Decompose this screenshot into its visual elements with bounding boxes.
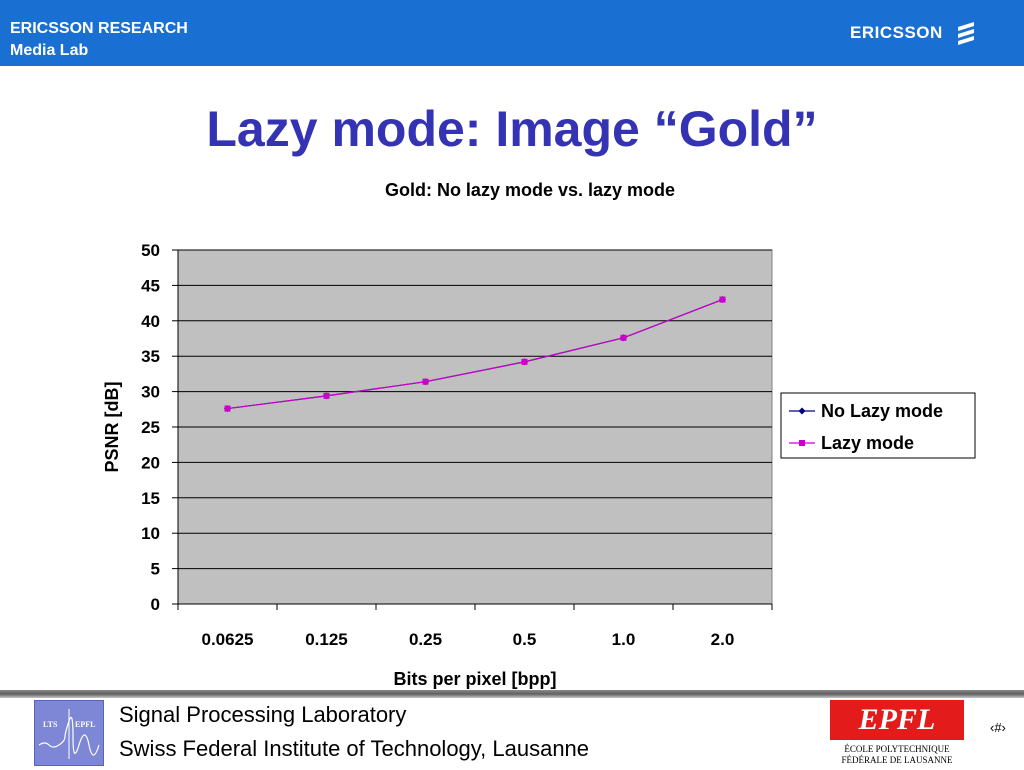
y-tick-label: 45	[141, 276, 160, 295]
footer-institution: Swiss Federal Institute of Technology, L…	[119, 736, 590, 761]
lts-wave-icon: LTS EPFL	[38, 709, 100, 759]
page-number: ‹#›	[990, 720, 1006, 735]
axes	[172, 249, 773, 610]
ericsson-logo-icon	[957, 22, 974, 45]
epfl-logo: EPFL ÉCOLE POLYTECHNIQUE FÉDÉRALE DE LAU…	[830, 700, 964, 766]
header-left: ERICSSON RESEARCH Media Lab	[10, 18, 188, 62]
series-line	[227, 299, 723, 410]
epfl-logo-line2: FÉDÉRALE DE LAUSANNE	[841, 755, 953, 765]
lts-logo-label: LTS	[43, 720, 58, 729]
data-point	[521, 358, 528, 365]
data-series	[224, 296, 726, 413]
ericsson-brand: ERICSSON	[850, 20, 977, 46]
lts-logo: LTS EPFL	[34, 700, 104, 766]
y-tick-labels: 0 5 10 15 20 25 30 35 40 45 50	[141, 241, 160, 614]
y-tick-label: 10	[141, 524, 160, 543]
y-tick-label: 35	[141, 347, 160, 366]
y-tick-label: 25	[141, 418, 160, 437]
x-tick-label: 2.0	[711, 630, 735, 649]
data-point	[224, 405, 231, 412]
y-tick-label: 20	[141, 453, 160, 472]
x-tick-label: 0.25	[409, 630, 442, 649]
y-tick-label: 5	[151, 560, 160, 579]
legend-box	[780, 392, 976, 459]
epfl-logo-line1: ÉCOLE POLYTECHNIQUE	[844, 744, 950, 754]
x-tick-label: 1.0	[612, 630, 636, 649]
legend-label: Lazy mode	[821, 433, 914, 453]
data-point	[323, 392, 330, 399]
y-tick-label: 40	[141, 312, 160, 331]
epfl-logo-mark: EPFL	[858, 703, 936, 736]
chart-title: Gold: No lazy mode vs. lazy mode	[385, 180, 675, 200]
legend: No Lazy mode Lazy mode	[780, 392, 976, 459]
x-tick-labels: 0.0625 0.125 0.25 0.5 1.0 2.0	[202, 630, 735, 649]
epfl-logo-block	[830, 700, 964, 740]
data-point	[719, 296, 726, 303]
slide-title: Lazy mode: Image “Gold”	[206, 101, 818, 157]
chart: Gold: No lazy mode vs. lazy mode 0 5 10 15 2…	[102, 180, 976, 689]
y-tick-label: 0	[151, 595, 160, 614]
footer-lab-name: Signal Processing Laboratory	[119, 702, 407, 727]
data-point	[620, 334, 627, 341]
data-point	[422, 378, 429, 385]
y-tick-label: 50	[141, 241, 160, 260]
header-org: ERICSSON RESEARCH	[10, 20, 188, 37]
x-tick-label: 0.125	[305, 630, 348, 649]
brand-name: ERICSSON	[850, 23, 943, 42]
header-lab: Media Lab	[10, 42, 89, 59]
legend-marker	[799, 440, 805, 446]
x-tick-label: 0.5	[513, 630, 537, 649]
footer-divider	[0, 690, 1024, 698]
legend-marker	[798, 407, 806, 415]
lts-logo-epfl-label: EPFL	[75, 720, 95, 729]
x-axis-title: Bits per pixel [bpp]	[393, 669, 556, 689]
y-tick-label: 30	[141, 383, 160, 402]
header-bar: ERICSSON RESEARCH Media Lab ERICSSON	[0, 0, 1024, 66]
y-axis-title: PSNR [dB]	[102, 382, 122, 473]
grid-lines	[178, 249, 772, 570]
legend-label: No Lazy mode	[821, 401, 943, 421]
y-tick-label: 15	[141, 489, 160, 508]
x-tick-label: 0.0625	[202, 630, 254, 649]
series-2	[224, 296, 726, 412]
